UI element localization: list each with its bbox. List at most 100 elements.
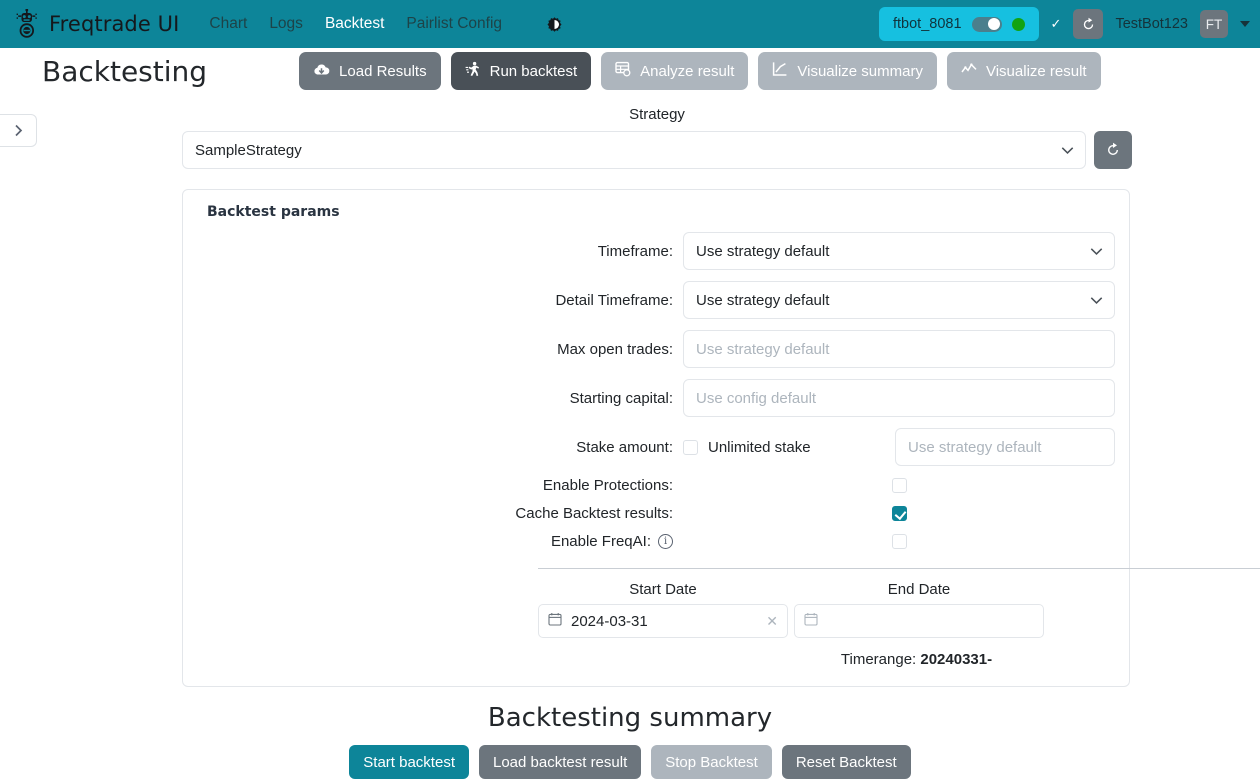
status-dot — [1011, 17, 1025, 31]
page-title: Backtesting — [42, 54, 208, 88]
visualize-result-button[interactable]: Visualize result — [946, 52, 1101, 90]
nav-link-logs[interactable]: Logs — [269, 15, 303, 32]
refresh-icon — [1108, 142, 1118, 155]
enable-protections-checkbox[interactable] — [892, 478, 907, 493]
analyze-result-label: Analyze result — [640, 62, 735, 80]
chevron-down-icon[interactable] — [1240, 21, 1250, 27]
reload-strategy-button[interactable] — [1094, 131, 1132, 169]
backtest-params-panel: Backtest params Timeframe: Use strategy … — [182, 189, 1260, 687]
enable-freqai-label-wrap: Enable FreqAI: i — [183, 533, 683, 550]
detail-timeframe-label: Detail Timeframe: — [555, 291, 673, 309]
unlimited-stake-checkbox[interactable] — [683, 439, 698, 455]
summary-actions: Start backtest Load backtest result Stop… — [0, 745, 1260, 779]
enable-freqai-label: Enable FreqAI: — [550, 533, 651, 550]
nav-link-backtest[interactable]: Backtest — [324, 15, 385, 32]
unlimited-stake-toggle[interactable]: Unlimited stake — [683, 439, 895, 456]
close-icon[interactable]: ✕ — [766, 612, 778, 629]
row-max-open-trades: Max open trades: Use strategy default — [183, 330, 1129, 368]
timerange-text: Timerange: 20240331- — [538, 651, 1260, 668]
date-range-area: Start Date End Date 2024-03-31 ✕ — [183, 581, 1129, 668]
strategy-row: SampleStrategy — [182, 131, 1132, 169]
visualize-summary-label: Visualize summary — [797, 62, 923, 80]
analyze-result-button[interactable]: Analyze result — [601, 52, 749, 90]
backtest-content: Strategy SampleStrategy Backtest params … — [0, 106, 1260, 779]
chart-line-icon — [772, 61, 788, 81]
brand-title: Freqtrade UI — [49, 12, 180, 36]
strategy-label: Strategy — [629, 106, 685, 123]
detail-timeframe-value: Use strategy default — [696, 291, 830, 309]
start-date-value: 2024-03-31 — [571, 612, 648, 630]
visualize-result-label: Visualize result — [985, 62, 1087, 80]
starting-capital-label: Starting capital: — [569, 389, 673, 407]
visualize-summary-button[interactable]: Visualize summary — [758, 52, 937, 90]
load-backtest-result-button[interactable]: Load backtest result — [479, 745, 642, 779]
load-results-label: Load Results — [339, 62, 427, 80]
chevron-down-icon — [1090, 292, 1103, 309]
timeframe-label: Timeframe: — [597, 242, 673, 260]
unlimited-stake-label: Unlimited stake — [708, 438, 811, 456]
table-search-icon — [615, 61, 631, 81]
row-cache-results: Cache Backtest results: — [183, 505, 1129, 522]
start-backtest-button[interactable]: Start backtest — [349, 745, 469, 779]
panel-title: Backtest params — [207, 204, 340, 220]
end-date-label: End Date — [887, 581, 951, 598]
summary-title: Backtesting summary — [487, 703, 773, 733]
row-starting-capital: Starting capital: Use config default — [183, 379, 1129, 417]
row-detail-timeframe: Detail Timeframe: Use strategy default — [183, 281, 1129, 319]
nav-link-pairlist-config[interactable]: Pairlist Config — [406, 15, 503, 32]
calendar-icon — [548, 612, 562, 630]
stake-amount-input[interactable]: Use strategy default — [895, 428, 1115, 466]
brightness-half-icon[interactable] — [546, 16, 563, 33]
load-results-button[interactable]: Load Results — [299, 52, 441, 90]
row-stake-amount: Stake amount: Unlimited stake Use strate… — [183, 428, 1129, 466]
run-backtest-button[interactable]: Run backtest — [450, 52, 592, 90]
row-enable-protections: Enable Protections: — [183, 477, 1129, 494]
run-backtest-label: Run backtest — [489, 62, 578, 80]
brand[interactable]: Freqtrade UI — [14, 8, 180, 39]
row-enable-freqai: Enable FreqAI: i — [183, 533, 1129, 550]
check-icon[interactable]: ✓ — [1050, 16, 1062, 31]
bot-name: ftbot_8081 — [892, 16, 962, 32]
top-navbar: Freqtrade UI Chart Logs Backtest Pairlis… — [0, 0, 1260, 48]
starting-capital-placeholder: Use config default — [696, 389, 817, 407]
calendar-icon — [804, 612, 818, 630]
timeframe-select[interactable]: Use strategy default — [683, 232, 1115, 270]
refresh-icon — [1083, 17, 1094, 29]
max-open-trades-label: Max open trades: — [557, 340, 673, 358]
timerange-value: 20240331- — [920, 651, 993, 668]
enable-protections-label: Enable Protections: — [542, 477, 673, 494]
page-header: Backtesting Load Results Run backtest — [0, 48, 1260, 94]
enable-freqai-checkbox[interactable] — [892, 534, 907, 549]
chevron-right-icon — [14, 124, 22, 137]
sidebar-toggle-button[interactable] — [0, 114, 37, 147]
max-open-trades-input[interactable]: Use strategy default — [683, 330, 1115, 368]
timeframe-value: Use strategy default — [696, 242, 830, 260]
bot-selector[interactable]: ftbot_8081 — [878, 7, 1039, 41]
start-date-label: Start Date — [629, 581, 697, 598]
timerange-label: Timerange: — [840, 651, 917, 668]
chevron-down-icon — [1061, 142, 1074, 159]
row-timeframe: Timeframe: Use strategy default — [183, 232, 1129, 270]
info-circle-icon[interactable]: i — [658, 534, 673, 549]
cache-results-checkbox[interactable] — [892, 506, 907, 521]
end-date-input[interactable] — [794, 604, 1044, 638]
start-date-input[interactable]: 2024-03-31 ✕ — [538, 604, 788, 638]
stop-backtest-button[interactable]: Stop Backtest — [651, 745, 772, 779]
chart-zigzag-icon — [961, 61, 977, 81]
toggle-knob — [988, 18, 1001, 30]
toolbar: Load Results Run backtest Analyze resu — [299, 52, 1101, 90]
running-person-icon — [465, 61, 481, 81]
detail-timeframe-select[interactable]: Use strategy default — [683, 281, 1115, 319]
divider — [538, 568, 1260, 569]
nav-links: Chart Logs Backtest Pairlist Config — [209, 15, 563, 33]
reset-backtest-button[interactable]: Reset Backtest — [781, 745, 911, 779]
starting-capital-input[interactable]: Use config default — [683, 379, 1115, 417]
nav-link-chart[interactable]: Chart — [209, 15, 248, 32]
stake-amount-placeholder: Use strategy default — [908, 438, 1042, 456]
avatar[interactable]: FT — [1200, 10, 1228, 38]
cache-results-label: Cache Backtest results: — [515, 505, 673, 522]
robot-icon — [14, 8, 40, 39]
bot-enable-toggle[interactable] — [971, 16, 1002, 32]
strategy-select[interactable]: SampleStrategy — [182, 131, 1086, 169]
reload-button[interactable] — [1073, 9, 1104, 39]
